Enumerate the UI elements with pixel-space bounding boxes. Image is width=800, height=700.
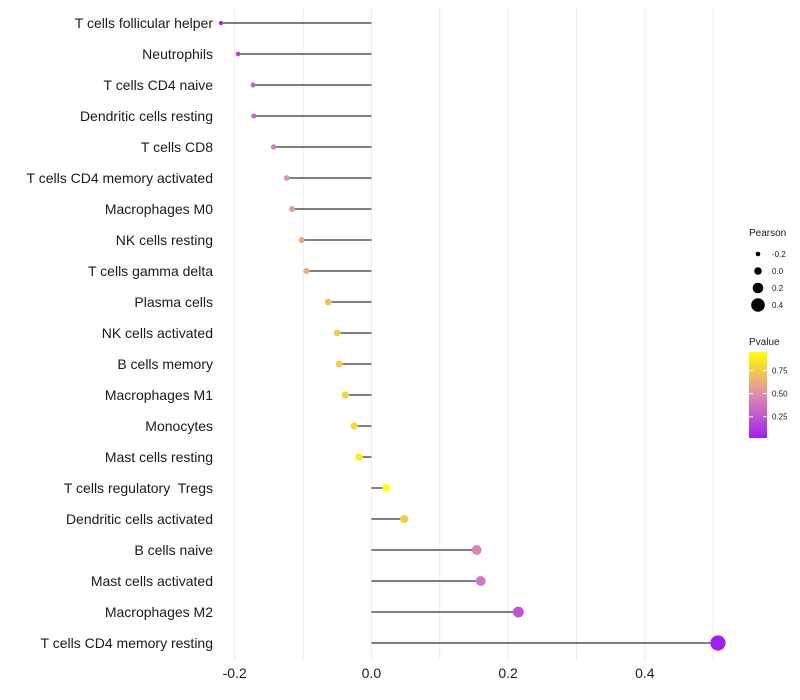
point (324, 298, 332, 306)
point (341, 391, 349, 399)
color-legend-label: 0.50 (772, 390, 788, 399)
size-legend-label: -0.2 (772, 250, 786, 259)
x-tick-label: 0.2 (498, 665, 518, 681)
point (475, 576, 486, 586)
category-label: B cells naive (134, 542, 213, 558)
point (283, 175, 290, 181)
point (335, 360, 343, 368)
size-legend-key (752, 282, 764, 294)
point (251, 113, 257, 119)
category-label: T cells gamma delta (88, 263, 213, 279)
size-legend-key (754, 267, 762, 275)
point (303, 267, 310, 275)
category-label: Neutrophils (142, 46, 213, 62)
category-label: NK cells activated (102, 325, 213, 341)
point (512, 606, 524, 618)
size-legend-title: Pearson (749, 228, 786, 239)
point (218, 20, 224, 26)
point (382, 484, 391, 492)
size-legend-key (751, 298, 765, 312)
size-legend: Pearson -0.2 0.0 0.2 0.4 (749, 228, 786, 312)
point (298, 236, 305, 244)
point (235, 51, 241, 57)
x-tick-label: 0.0 (362, 665, 382, 681)
category-label: Mast cells activated (91, 573, 213, 589)
size-legend-key (755, 251, 761, 257)
point (710, 635, 726, 651)
category-label: T cells regulatory Tregs (64, 480, 213, 496)
point (270, 144, 277, 150)
category-label: Macrophages M1 (105, 387, 213, 403)
point (355, 453, 363, 461)
size-legend-label: 0.2 (772, 284, 784, 293)
category-label: T cells CD4 memory resting (41, 635, 213, 651)
size-legend-label: 0.4 (772, 301, 784, 310)
point (400, 514, 409, 524)
category-label: Dendritic cells activated (66, 511, 213, 527)
category-label: B cells memory (117, 356, 213, 372)
color-legend-title: Pvalue (749, 337, 780, 348)
point (289, 206, 296, 212)
color-legend-bar (749, 352, 767, 438)
point (333, 329, 341, 337)
color-legend-label: 0.75 (772, 366, 788, 375)
category-label: T cells CD4 memory activated (27, 170, 213, 186)
points (218, 20, 726, 651)
category-label: Monocytes (145, 418, 213, 434)
category-label: T cells CD8 (141, 139, 213, 155)
point (250, 82, 256, 88)
category-labels: T cells follicular helper Neutrophils T ce… (27, 15, 214, 651)
point (471, 545, 482, 555)
category-label: Macrophages M2 (105, 604, 213, 620)
category-label: Macrophages M0 (105, 201, 213, 217)
stems (221, 22, 718, 644)
category-label: Mast cells resting (105, 449, 213, 465)
x-tick-labels: -0.2 0.0 0.2 0.4 (223, 665, 655, 681)
category-label: Dendritic cells resting (80, 108, 213, 124)
color-legend-label: 0.25 (772, 413, 788, 422)
category-label: T cells CD4 naive (104, 77, 214, 93)
x-tick-label: -0.2 (223, 665, 247, 681)
grid-lines (234, 8, 714, 660)
size-legend-label: 0.0 (772, 267, 784, 276)
category-label: T cells follicular helper (75, 15, 214, 31)
category-label: NK cells resting (116, 232, 213, 248)
x-tick-label: 0.4 (635, 665, 655, 681)
point (350, 422, 358, 430)
color-legend: Pvalue 0.25 0.50 0.75 (749, 337, 788, 438)
category-label: Plasma cells (134, 294, 213, 310)
